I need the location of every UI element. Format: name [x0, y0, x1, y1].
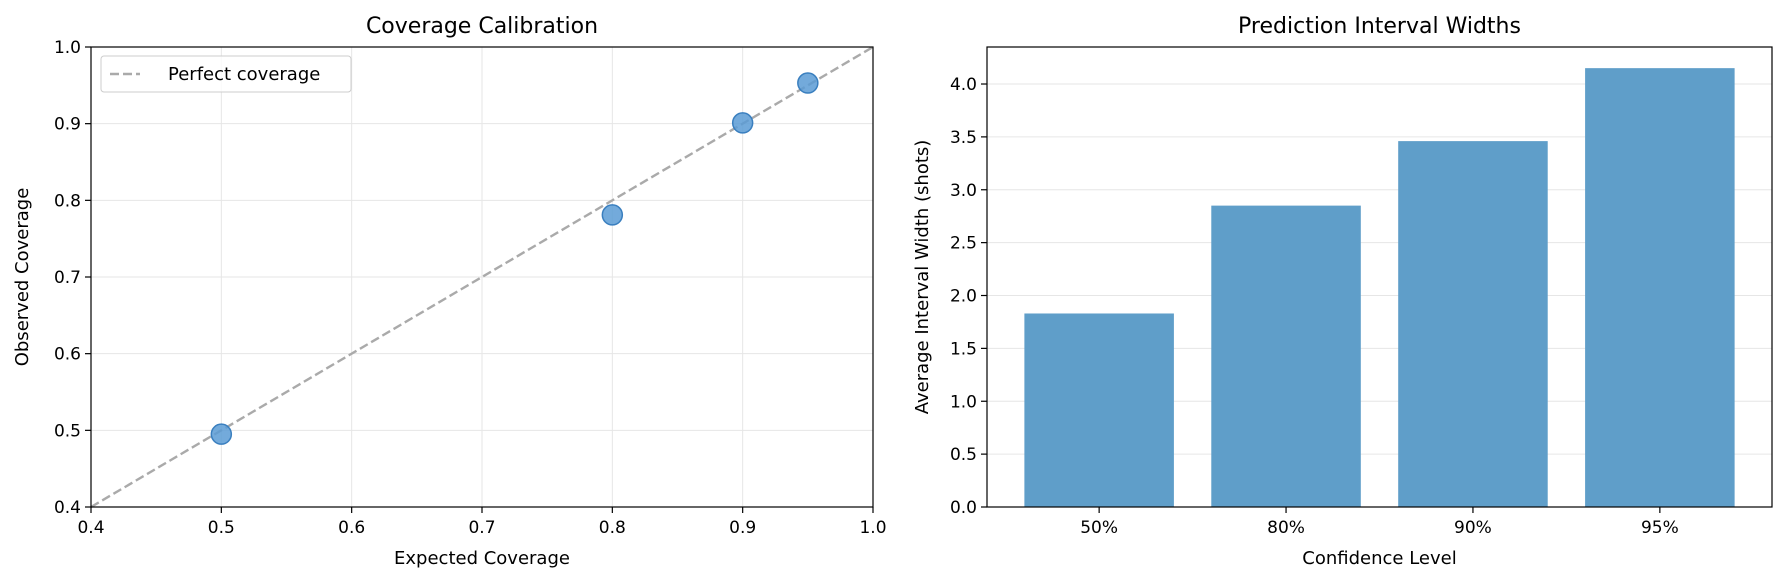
x-tick-label: 0.5	[208, 518, 235, 538]
y-tick-label: 0.0	[950, 498, 977, 518]
y-tick-label: 0.8	[54, 191, 81, 211]
x-tick-label: 0.7	[468, 518, 495, 538]
y-tick-label: 1.0	[54, 38, 81, 58]
x-ticks: 0.4 0.5 0.6 0.7 0.8 0.9 1.0	[77, 507, 887, 538]
y-tick-label: 1.5	[950, 339, 977, 359]
x-axis-label: Expected Coverage	[394, 548, 570, 569]
x-axis-label: Confidence Level	[1302, 548, 1456, 569]
bar	[1211, 205, 1361, 507]
y-tick-label: 2.0	[950, 287, 977, 307]
y-axis-label: Observed Coverage	[12, 188, 33, 367]
coverage-calibration-chart: Coverage Calibration 0.4 0.5 0.6 0.7 0.8 0.9 1…	[12, 14, 887, 569]
bar	[1398, 141, 1548, 508]
scatter-point	[601, 204, 624, 226]
x-tick-label: 90%	[1454, 518, 1492, 538]
y-tick-label: 4.0	[950, 75, 977, 95]
y-tick-label: 0.7	[54, 268, 81, 288]
scatter-point	[731, 112, 754, 134]
y-tick-label: 1.0	[950, 392, 977, 412]
interval-widths-chart: Prediction Interval Widths 50% 80% 90% 95% …	[912, 14, 1773, 569]
scatter-point	[797, 72, 819, 94]
bars	[1024, 68, 1735, 508]
legend: Perfect coverage	[100, 55, 352, 93]
y-tick-label: 0.9	[54, 115, 81, 135]
y-tick-label: 3.5	[950, 128, 977, 148]
y-tick-label: 0.6	[54, 345, 81, 365]
y-tick-label: 0.5	[54, 421, 81, 441]
chart-title: Coverage Calibration	[366, 14, 598, 39]
scatter-points	[210, 72, 819, 445]
y-tick-label: 0.4	[54, 498, 81, 518]
y-tick-label: 3.0	[950, 181, 977, 201]
legend-box	[100, 55, 352, 93]
y-axis-label: Average Interval Width (shots)	[912, 140, 933, 415]
bar	[1024, 313, 1174, 507]
y-tick-label: 0.5	[950, 445, 977, 465]
x-tick-label: 80%	[1267, 518, 1305, 538]
x-tick-label: 0.4	[77, 518, 104, 538]
x-tick-label: 1.0	[859, 518, 886, 538]
x-ticks: 50% 80% 90% 95%	[1080, 507, 1679, 538]
x-tick-label: 50%	[1080, 518, 1118, 538]
scatter-point	[210, 423, 233, 445]
bar	[1585, 68, 1735, 508]
plot-frame	[986, 46, 1773, 508]
x-tick-label: 0.6	[338, 518, 365, 538]
y-ticks: 0.4 0.5 0.6 0.7 0.8 0.9 1.0	[54, 38, 91, 518]
x-tick-label: 0.8	[599, 518, 626, 538]
x-tick-label: 95%	[1641, 518, 1679, 538]
legend-entry: Perfect coverage	[168, 64, 320, 85]
chart-title: Prediction Interval Widths	[1238, 14, 1521, 39]
y-tick-label: 2.5	[950, 234, 977, 254]
y-ticks: 0.0 0.5 1.0 1.5 2.0 2.5 3.0 3.5 4.0	[950, 75, 987, 518]
x-tick-label: 0.9	[729, 518, 756, 538]
